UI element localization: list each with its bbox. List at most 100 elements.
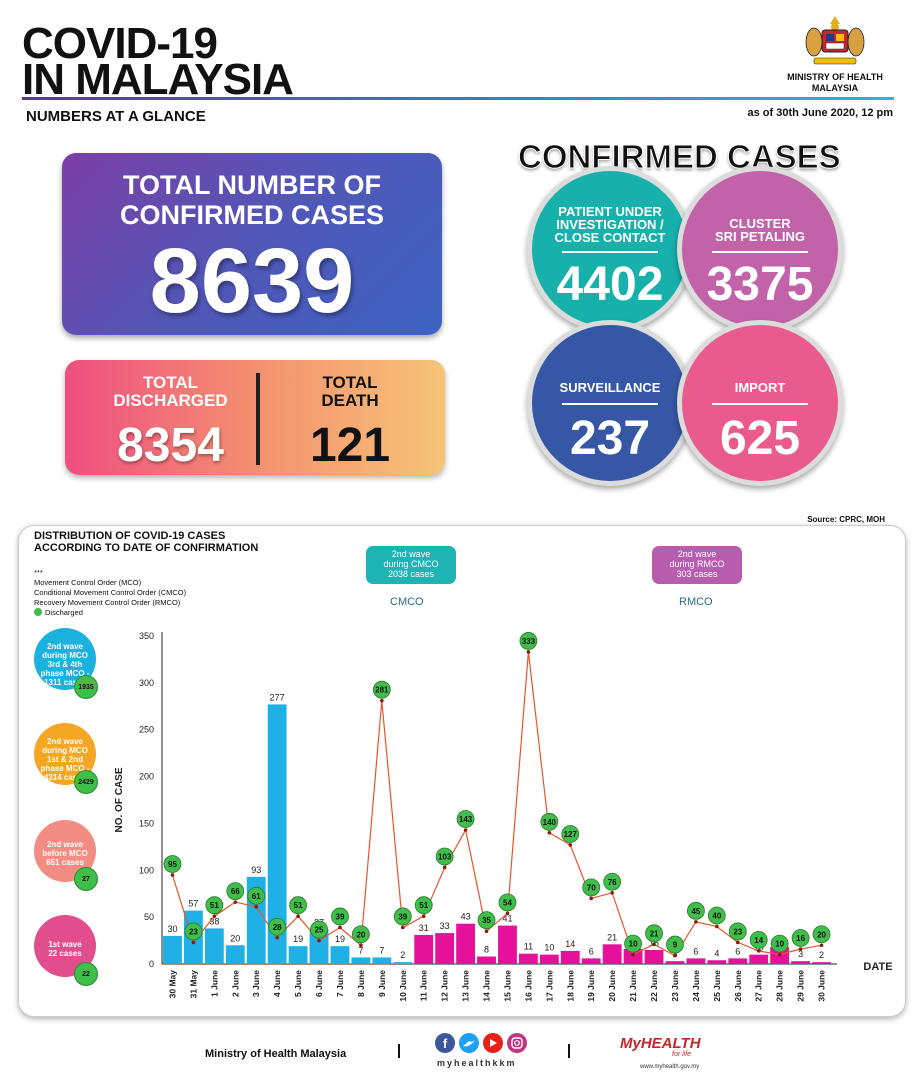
discharged-point <box>568 843 573 847</box>
discharged-marker <box>247 886 266 905</box>
discharged-value-label: 51 <box>294 901 303 910</box>
discharged-point <box>610 890 614 895</box>
svg-text:f: f <box>443 1036 448 1051</box>
bar-value-label: 2 <box>819 950 824 960</box>
discharged-marker <box>268 917 287 936</box>
discharged-point <box>191 940 196 945</box>
discharged-marker <box>184 922 203 941</box>
bar-value-label: 6 <box>735 946 740 956</box>
discharged-value-label: 39 <box>398 912 407 921</box>
side3-line1: 2nd wave <box>46 840 83 849</box>
x-tick-label: 18 June <box>565 970 575 1002</box>
pui-circle: PATIENT UNDER INVESTIGATION / CLOSE CONT… <box>527 166 693 332</box>
cluster-circle: CLUSTER SRI PETALING 3375 <box>677 166 843 332</box>
discharged-point <box>589 896 594 901</box>
side2-line3: 1st & 2nd <box>46 755 83 764</box>
discharged-value-label: 39 <box>336 912 345 921</box>
rmco-wave-line1: 2nd wave <box>677 549 717 559</box>
discharged-point <box>296 914 300 919</box>
bar-value-label: 19 <box>293 934 303 944</box>
discharged-value-label: 23 <box>733 927 742 936</box>
x-tick-label: 2 June <box>230 970 240 997</box>
x-tick-label: 19 June <box>586 970 596 1002</box>
side2-line4: phase MCO - <box>40 764 90 773</box>
bar-value-label: 43 <box>461 912 471 922</box>
rmco-wave-line2: during RMCO <box>669 559 725 569</box>
pui-line2: INVESTIGATION / <box>556 217 664 232</box>
total-label-line1: TOTAL NUMBER OF <box>123 170 381 200</box>
bar <box>477 956 496 964</box>
x-tick-label: 13 June <box>461 970 471 1002</box>
surveillance-value: 237 <box>569 412 651 465</box>
footer-ministry: Ministry of Health Malaysia <box>205 1048 347 1060</box>
discharged-point <box>400 925 405 930</box>
distribution-title: DISTRIBUTION OF COVID-19 CASES ACCORDING… <box>34 530 364 554</box>
social-icons: f <box>435 1033 527 1053</box>
death-label: TOTAL DEATH <box>275 374 425 410</box>
discharged-value-label: 333 <box>522 637 536 646</box>
discharged-point <box>505 911 510 916</box>
discharged-point <box>380 698 384 703</box>
side2-discharged: 2429 <box>74 770 98 794</box>
footer-divider <box>398 1044 400 1058</box>
distribution-title-line2: ACCORDING TO DATE OF CONFIRMATION <box>34 542 259 554</box>
side2-line5: 4314 cases <box>43 773 87 782</box>
discharged-marker <box>624 934 642 953</box>
discharged-value-label: 51 <box>210 901 219 910</box>
y-tick-label: 300 <box>139 678 154 688</box>
instagram-icon[interactable] <box>507 1033 527 1053</box>
facebook-icon[interactable]: f <box>435 1033 455 1053</box>
discharged-value-label: 66 <box>231 887 240 896</box>
discharged-point <box>798 947 803 951</box>
discharged-marker <box>498 893 517 912</box>
surveillance-label: SURVEILLANCE <box>559 380 661 395</box>
side4-line2: 22 cases <box>48 949 82 958</box>
myhealth-logo: MyHEALTH <box>620 1035 701 1052</box>
y-tick-label: 200 <box>139 772 154 782</box>
x-tick-label: 4 June <box>272 970 282 997</box>
discharged-point <box>694 920 698 924</box>
discharged-marker <box>163 855 182 873</box>
side3-line3: 651 cases <box>46 858 84 867</box>
y-tick-label: 100 <box>139 865 154 875</box>
x-tick-label: 7 June <box>335 970 345 997</box>
bar <box>267 704 287 964</box>
x-tick-label: 28 June <box>775 970 785 1002</box>
discharged-value-label: 16 <box>796 934 805 943</box>
side1-line5: 1311 cases <box>44 678 86 687</box>
discharged-marker <box>435 847 454 866</box>
total-label-line2: CONFIRMED CASES <box>119 200 384 230</box>
bar <box>602 944 622 964</box>
side1-line2: during MCO <box>42 651 88 660</box>
bar-value-label: 41 <box>502 914 512 924</box>
x-tick-label: 14 June <box>482 970 492 1002</box>
x-tick-label: 25 June <box>712 970 722 1002</box>
cmco-wave-line3: 2038 cases <box>387 569 435 579</box>
side2-line2: during MCO <box>42 746 88 755</box>
side1-line1: 2nd wave <box>46 642 83 651</box>
discharged-marker <box>687 901 705 920</box>
discharged-point <box>673 953 677 958</box>
discharged-value: 8354 <box>117 419 224 472</box>
bar <box>644 949 664 964</box>
discharged-marker <box>666 935 684 954</box>
side4-discharged: 22 <box>74 962 98 986</box>
x-tick-label: 9 June <box>377 970 387 997</box>
import-divider <box>712 403 808 405</box>
bar <box>791 961 811 964</box>
discharged-marker <box>414 896 433 915</box>
rmco-wave-box: 2nd wave during RMCO 303 cases <box>652 546 742 584</box>
youtube-icon[interactable] <box>483 1033 503 1053</box>
x-tick-label: 21 June <box>628 970 638 1002</box>
bar-value-label: 30 <box>167 924 177 934</box>
bar <box>498 925 517 964</box>
pui-divider <box>562 251 658 253</box>
title-line2: IN MALAYSIA <box>22 55 294 104</box>
bar-value-label: 3 <box>798 949 803 959</box>
legend-discharged: Discharged <box>45 608 83 617</box>
bar <box>707 960 727 964</box>
twitter-icon[interactable] <box>459 1033 479 1053</box>
discharged-value-label: 281 <box>375 686 389 695</box>
cases-chart: 0 50 100 150 200 250 300 350 NO. OF CASE DATE 30 57… <box>114 631 893 1002</box>
import-circle: IMPORT 625 <box>677 320 843 486</box>
